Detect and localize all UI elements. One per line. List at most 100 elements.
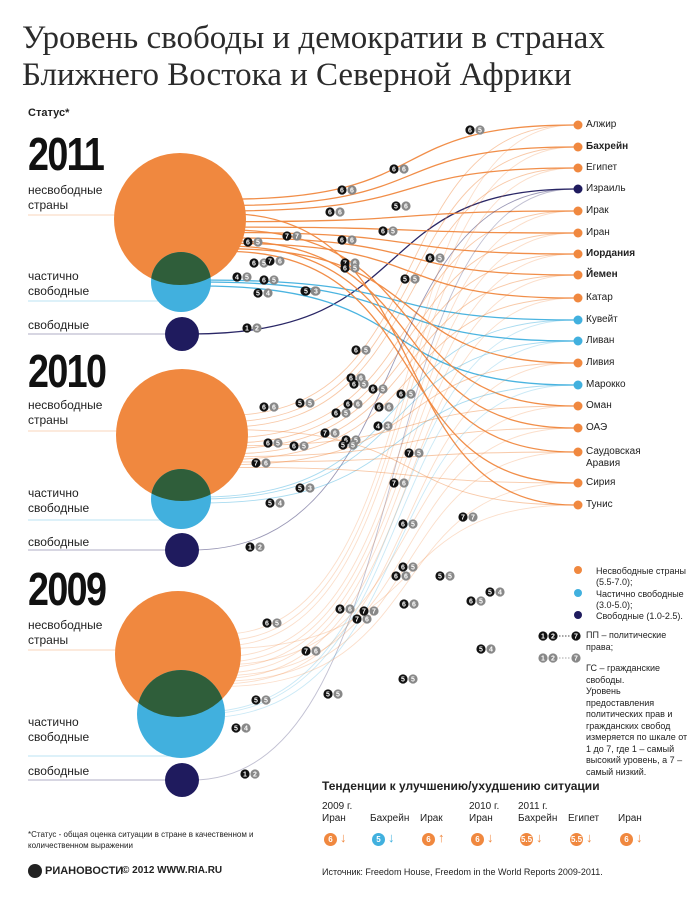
legend-badge (538, 653, 548, 663)
score-pp-text: 6 (340, 238, 344, 245)
score-pp-text: 6 (392, 167, 396, 174)
score-badge-pp (325, 207, 335, 217)
cat-free-2009: свободные (28, 764, 90, 778)
country-label: Саудовская Аравия (586, 446, 641, 469)
score-badge-gs (348, 440, 358, 450)
trend-year: 2010 г. (469, 801, 500, 812)
legend-free-label: Свободные (1.0-2.5). (596, 611, 683, 621)
score-badge-gs (275, 256, 285, 266)
flow-curve (226, 245, 575, 453)
score-badge-gs (401, 571, 411, 581)
logo-text: РИАНОВОСТИ (45, 865, 124, 877)
flow-curve (222, 427, 575, 677)
score-gs-text: 5 (256, 240, 260, 247)
cat-free-2010: свободные (28, 535, 90, 549)
flow-curve (200, 384, 575, 504)
legend-text: ПП – политические права; ГС – граждански… (540, 630, 690, 778)
score-pp-text: 6 (394, 574, 398, 581)
score-pp-text: 7 (392, 481, 396, 488)
arrow-down-icon: ↓ (340, 830, 347, 845)
flow-curve (222, 210, 575, 658)
arrow-down-icon: ↓ (536, 830, 543, 845)
score-badge-gs (347, 185, 357, 195)
score-pp-text: 6 (334, 411, 338, 418)
country-label: Катар (586, 292, 613, 303)
score-gs-text: 6 (348, 607, 352, 614)
score-gs-text: 5 (264, 698, 268, 705)
score-badge-pp (400, 274, 410, 284)
score-pp-text: 5 (403, 277, 407, 284)
score-gs-text: 6 (402, 167, 406, 174)
flow-curve (222, 124, 575, 635)
cat-partial-2011: частично свободные (28, 269, 90, 298)
flow-curve (191, 188, 575, 551)
score-badge-pp (245, 542, 255, 552)
score-pp-text: 5 (256, 291, 260, 298)
flow-curve (228, 210, 575, 439)
country-dot (573, 500, 583, 510)
score-pp-text: 1 (245, 326, 249, 333)
country-dot (573, 478, 583, 488)
flow-curve (228, 427, 575, 458)
trend-score-badge: 6 (620, 833, 633, 846)
score-pp-text: 6 (292, 444, 296, 451)
score-badge-pp (259, 275, 269, 285)
flow-curve (226, 248, 575, 364)
score-pp-text: 6 (252, 261, 256, 268)
score-gs-text: 5 (272, 278, 276, 285)
cat-partial-2010: частично свободные (28, 486, 90, 515)
country-dot (573, 142, 583, 152)
country-dot (573, 270, 583, 280)
score-gs-text: 5 (276, 441, 280, 448)
score-pp-text: 6 (265, 621, 269, 628)
score-gs-text: 6 (350, 238, 354, 245)
score-badge-gs (401, 201, 411, 211)
score-badge-gs (241, 723, 251, 733)
score-pp-text: 6 (328, 210, 332, 217)
score-pp-text: 5 (394, 204, 398, 211)
score-badge-pp (435, 571, 445, 581)
score-pp-text: 4 (376, 424, 380, 431)
score-badge-pp (485, 587, 495, 597)
score-pp-text: 6 (381, 229, 385, 236)
score-badge-pp (476, 644, 486, 654)
score-gs-text: 6 (356, 402, 360, 409)
legend-dot (574, 611, 582, 619)
flow-curve (200, 319, 575, 498)
score-badge-gs (495, 587, 505, 597)
score-badge-gs (252, 323, 262, 333)
trend-item-label: 2010 г. Иран (469, 801, 499, 825)
legend-unfree: Несвободные страны (5.5-7.0); (586, 566, 694, 588)
score-badge-pp (378, 226, 388, 236)
flow-curve (222, 482, 575, 687)
score-badge-gs (353, 399, 363, 409)
score-pp-text: 5 (234, 726, 238, 733)
score-pp-text: 6 (262, 278, 266, 285)
legend-free: Свободные (1.0-2.5). (586, 611, 694, 622)
score-gs-text: 5 (351, 443, 355, 450)
country-label: Кувейт (586, 314, 618, 325)
score-badge-pp (346, 373, 356, 383)
flow-curve (222, 297, 575, 679)
score-badge-pp (389, 478, 399, 488)
score-badge-pp (398, 562, 408, 572)
